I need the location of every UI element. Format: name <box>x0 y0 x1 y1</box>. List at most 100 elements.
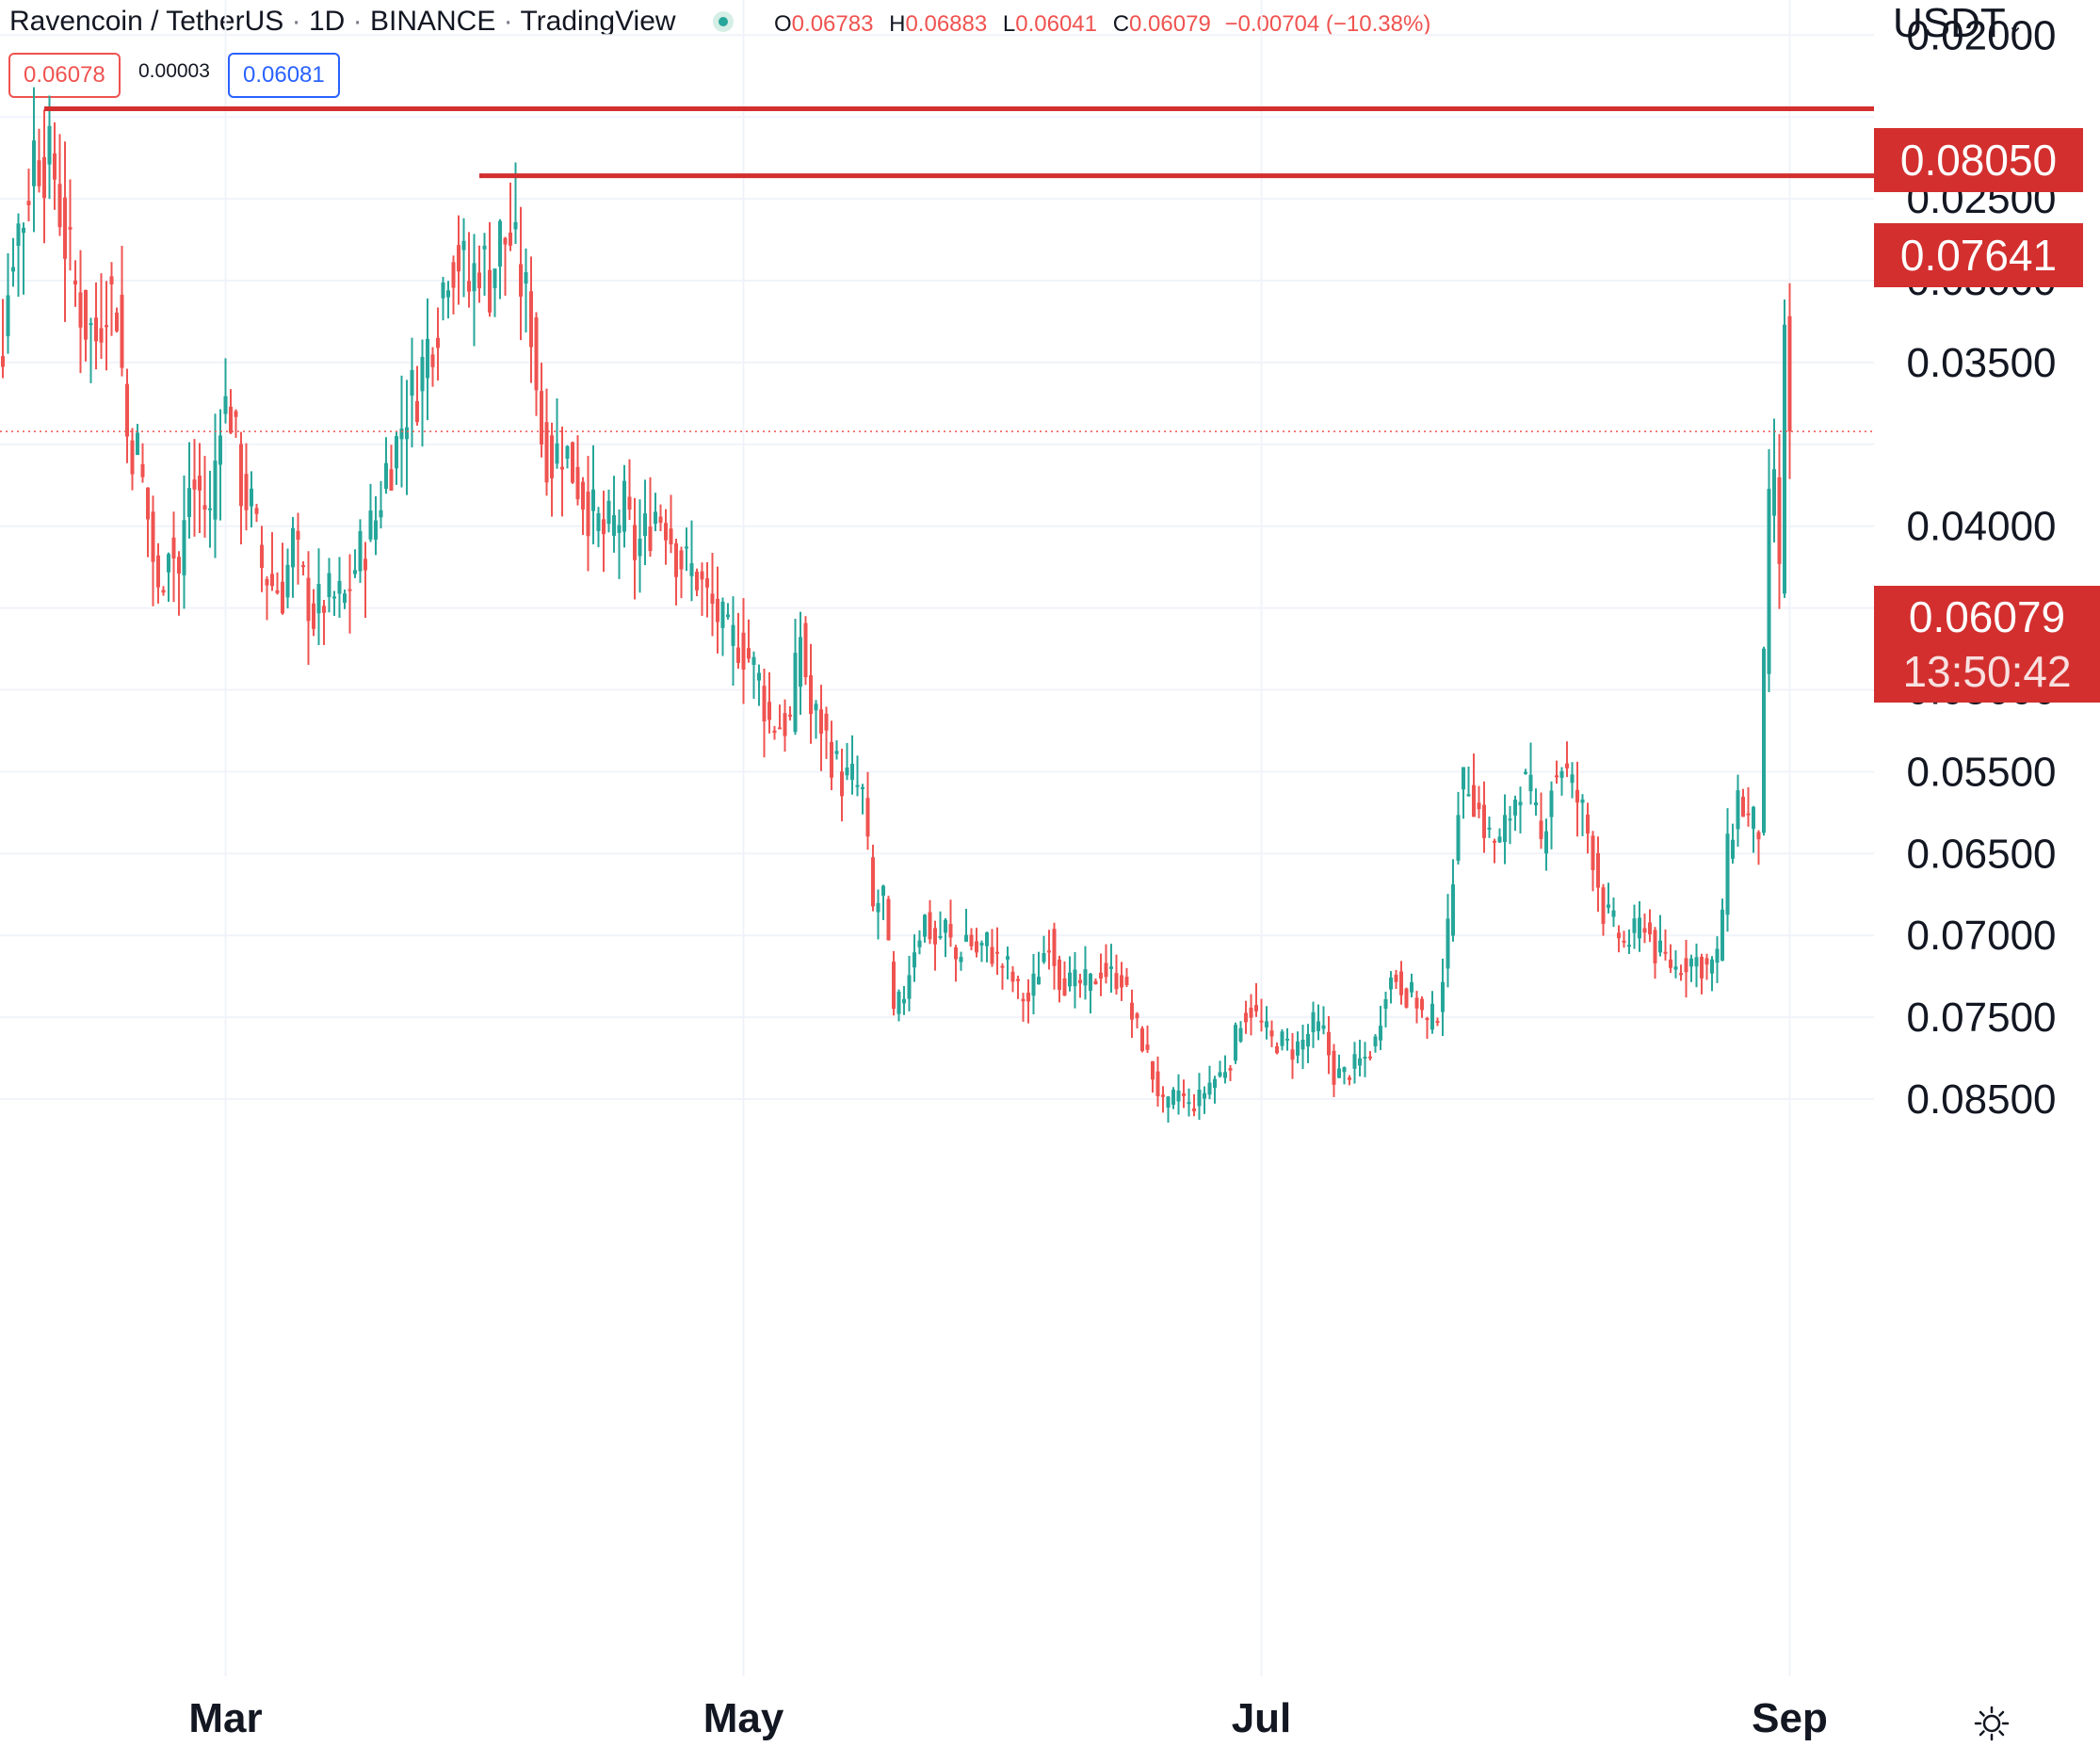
candle-up <box>337 580 342 594</box>
candle-down <box>1435 1021 1440 1024</box>
candle-down <box>1756 832 1761 840</box>
candle-down <box>809 675 813 715</box>
candle-down <box>933 928 937 945</box>
candle-down <box>1192 1108 1196 1112</box>
candle-up <box>1321 1025 1326 1029</box>
candle-down <box>312 603 315 629</box>
candle-down <box>1648 922 1652 935</box>
candle-down <box>234 411 238 417</box>
candle-up <box>316 584 321 614</box>
sell-price-button[interactable]: 0.06078 <box>8 53 121 98</box>
candle-down <box>202 505 207 510</box>
candle-down <box>586 492 590 537</box>
candle-down <box>1482 804 1486 838</box>
candle-up <box>379 509 383 518</box>
candle-down <box>1669 959 1672 968</box>
candle-up <box>902 998 906 1004</box>
level-high-tag: 0.08050 <box>1874 128 2083 192</box>
candle-down <box>1420 998 1424 1011</box>
candle-down <box>747 648 751 659</box>
candle-up <box>612 515 616 536</box>
spread-value: 0.00003 <box>138 60 210 82</box>
time-axis-label: Mar <box>188 1695 262 1741</box>
candle-up <box>606 500 611 525</box>
candle-down <box>457 245 460 272</box>
candle-down <box>68 227 73 230</box>
candle-down <box>94 317 98 342</box>
candle-up <box>1451 884 1455 936</box>
candle-down <box>1135 1013 1139 1019</box>
candle-up <box>1042 953 1046 962</box>
candle-down <box>1700 956 1704 979</box>
sun-settings-icon[interactable] <box>1973 1705 2011 1742</box>
candle-down <box>192 479 197 490</box>
candle-up <box>1280 1031 1284 1046</box>
candle-down <box>275 590 280 593</box>
candle-up <box>1234 1025 1237 1061</box>
candle-up <box>1352 1054 1357 1069</box>
candle-down <box>1058 959 1061 990</box>
candle-up <box>332 596 336 599</box>
price-axis-label: 0.03500 <box>1906 340 2056 386</box>
candle-down <box>301 565 305 568</box>
candle-down <box>1332 1050 1336 1085</box>
candle-up <box>938 936 943 939</box>
candle-down <box>778 727 782 730</box>
buy-price-button[interactable]: 0.06081 <box>228 53 340 98</box>
time-axis: Mar May Jul Sep <box>188 1695 1827 1741</box>
grid-lines <box>0 0 1874 1676</box>
candle-up <box>1109 966 1113 969</box>
candle-down <box>430 354 435 367</box>
candle-down <box>1078 979 1082 984</box>
candle-up <box>1731 839 1735 859</box>
candle-up <box>1317 1021 1320 1031</box>
candle-up <box>1300 1039 1305 1050</box>
candle-up <box>1689 958 1693 967</box>
candle-up <box>410 369 414 396</box>
candle-up <box>944 919 947 933</box>
candle-down <box>467 281 471 292</box>
candle-up <box>493 268 497 289</box>
candle-up <box>555 443 559 464</box>
candle-down <box>772 730 777 734</box>
candle-up <box>1337 1068 1341 1078</box>
brand-label: TradingView <box>520 6 676 37</box>
candle-down <box>824 713 829 731</box>
candle-up <box>1580 799 1585 803</box>
candle-up <box>654 511 657 525</box>
candle-up <box>291 527 295 568</box>
ohlc-high: 0.06883 <box>905 11 988 37</box>
candle-down <box>109 276 114 284</box>
candle-down <box>1404 988 1409 1008</box>
candle-up <box>420 356 425 392</box>
candle-down <box>1010 971 1015 982</box>
candle-down <box>1704 958 1709 965</box>
candle-down <box>1425 1018 1430 1021</box>
candle-up <box>1518 801 1523 806</box>
candle-up <box>1037 977 1041 985</box>
candle-down <box>788 714 792 717</box>
candle-up <box>1089 973 1092 991</box>
candle-down <box>1565 763 1569 768</box>
candle-up <box>1462 767 1465 790</box>
interval-label: 1D <box>308 6 346 37</box>
candle-up <box>1767 489 1771 674</box>
ohlc-close: 0.06079 <box>1129 11 1211 37</box>
candle-up <box>793 653 798 733</box>
candle-up <box>1627 945 1631 947</box>
candle-down <box>151 511 155 562</box>
candle-up <box>881 885 885 897</box>
candle-down <box>488 269 492 313</box>
candle-up <box>1783 324 1786 594</box>
candle-down <box>1099 972 1103 979</box>
candle-down <box>120 294 124 368</box>
candle-up <box>731 624 735 646</box>
price-axis-label: 0.07000 <box>1906 913 2056 959</box>
candle-up <box>1197 1090 1202 1107</box>
chevron-down-icon: ⌄ <box>2007 15 2024 37</box>
candle-down <box>451 262 456 288</box>
candle-down <box>716 598 719 623</box>
currency-selector[interactable]: USDT ⌄ <box>1893 0 2024 47</box>
symbol-title[interactable]: Ravencoin / TetherUS · 1D · BINANCE · Tr… <box>9 6 676 37</box>
